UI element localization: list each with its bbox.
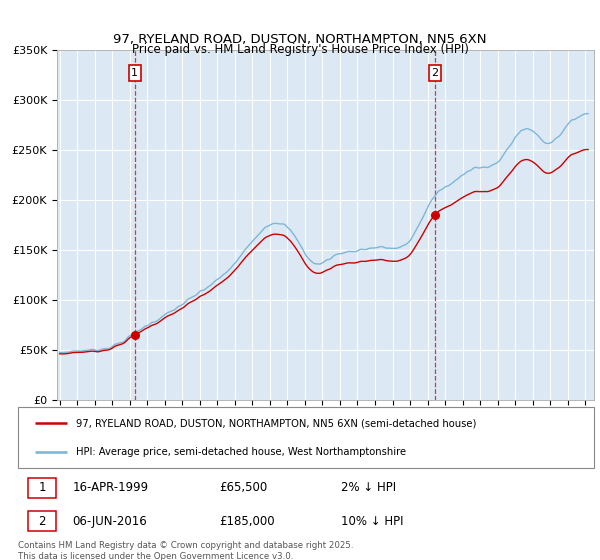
Text: 2: 2 — [38, 515, 46, 528]
Text: Price paid vs. HM Land Registry's House Price Index (HPI): Price paid vs. HM Land Registry's House … — [131, 43, 469, 56]
Text: 97, RYELAND ROAD, DUSTON, NORTHAMPTON, NN5 6XN (semi-detached house): 97, RYELAND ROAD, DUSTON, NORTHAMPTON, N… — [76, 418, 476, 428]
Bar — [28, 478, 56, 498]
Text: Contains HM Land Registry data © Crown copyright and database right 2025.
This d: Contains HM Land Registry data © Crown c… — [18, 541, 353, 560]
Text: £65,500: £65,500 — [220, 481, 268, 494]
Text: 2: 2 — [431, 68, 439, 78]
Text: 10% ↓ HPI: 10% ↓ HPI — [341, 515, 403, 528]
Text: 1: 1 — [131, 68, 138, 78]
Bar — [28, 511, 56, 531]
Text: 06-JUN-2016: 06-JUN-2016 — [73, 515, 148, 528]
Text: HPI: Average price, semi-detached house, West Northamptonshire: HPI: Average price, semi-detached house,… — [76, 447, 406, 458]
Text: 97, RYELAND ROAD, DUSTON, NORTHAMPTON, NN5 6XN: 97, RYELAND ROAD, DUSTON, NORTHAMPTON, N… — [113, 33, 487, 46]
Text: 2% ↓ HPI: 2% ↓ HPI — [341, 481, 395, 494]
Text: 1: 1 — [38, 481, 46, 494]
Text: £185,000: £185,000 — [220, 515, 275, 528]
Text: 16-APR-1999: 16-APR-1999 — [73, 481, 149, 494]
